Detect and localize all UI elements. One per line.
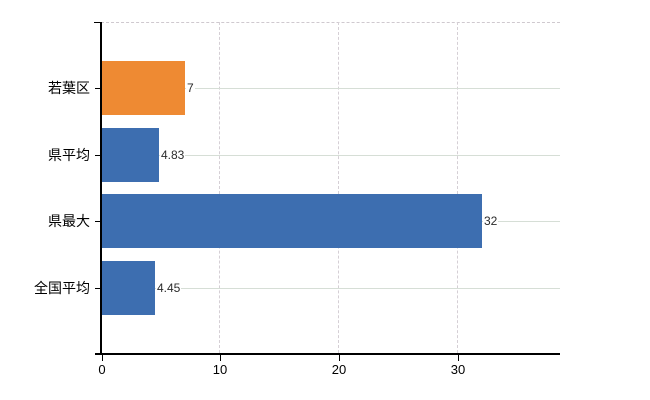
x-axis-line — [95, 353, 560, 355]
y-axis-tick — [95, 88, 101, 89]
category-gridline — [102, 288, 560, 289]
x-axis-tick — [339, 355, 340, 361]
y-axis-tick — [95, 221, 101, 222]
x-tick-label: 20 — [331, 362, 347, 377]
category-gridline — [102, 155, 560, 156]
category-gridline — [102, 88, 560, 89]
bar-0 — [102, 61, 185, 115]
bar-2 — [102, 194, 482, 248]
x-tick-label: 0 — [98, 362, 106, 377]
x-axis-tick — [458, 355, 459, 361]
x-axis-tick — [102, 355, 103, 361]
y-axis-line — [100, 22, 102, 354]
vertical-gridline — [457, 22, 459, 353]
value-label: 4.45 — [156, 280, 182, 296]
y-axis-tick — [95, 155, 101, 156]
y-axis-tick — [95, 288, 101, 289]
value-label: 32 — [483, 213, 499, 229]
value-label: 7 — [186, 80, 195, 96]
category-label: 県最大 — [48, 213, 90, 229]
vertical-gridline — [338, 22, 340, 353]
x-tick-label: 10 — [212, 362, 228, 377]
category-label: 若葉区 — [48, 80, 90, 96]
y-axis-tick — [94, 22, 101, 23]
vertical-gridline — [219, 22, 221, 353]
value-label: 4.83 — [160, 147, 186, 163]
plot-top-border — [101, 22, 560, 23]
bar-3 — [102, 261, 155, 315]
x-axis-tick — [220, 355, 221, 361]
category-label: 全国平均 — [34, 280, 90, 296]
category-label: 県平均 — [48, 147, 90, 163]
bar-1 — [102, 128, 159, 182]
x-tick-label: 30 — [450, 362, 466, 377]
